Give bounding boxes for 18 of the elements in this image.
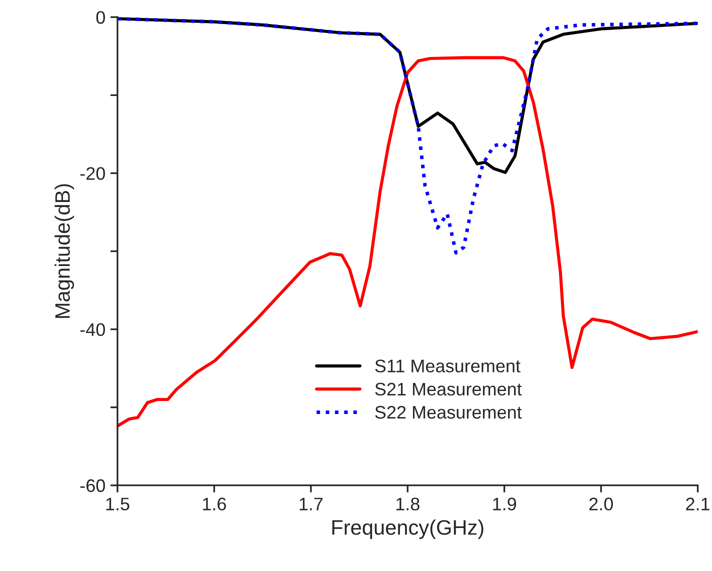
legend-label: S11 Measurement [375,360,520,372]
x-tick-label: 2.1 [686,498,710,510]
x-tick-label: 1.5 [106,498,130,510]
x-tick-label: 1.9 [493,498,516,510]
line-series [117,17,698,255]
x-tick-label: 1.8 [396,498,420,510]
x-axis-title: Frequency(GHz) [332,520,484,539]
y-tick-label: 0 [96,11,105,24]
x-tick-label: 1.6 [203,498,226,510]
legend-label: S22 Measurement [375,406,522,419]
y-axis-title: Magnitude(dB) [54,184,74,318]
x-tick-label: 1.7 [300,498,323,510]
y-tick-label: -20 [80,167,105,180]
line-series [117,56,698,428]
y-tick-label: -40 [80,323,105,336]
x-tick-label: 2.0 [589,498,613,510]
y-tick-label: -60 [80,479,105,492]
legend-label: S21 Measurement [375,382,522,396]
